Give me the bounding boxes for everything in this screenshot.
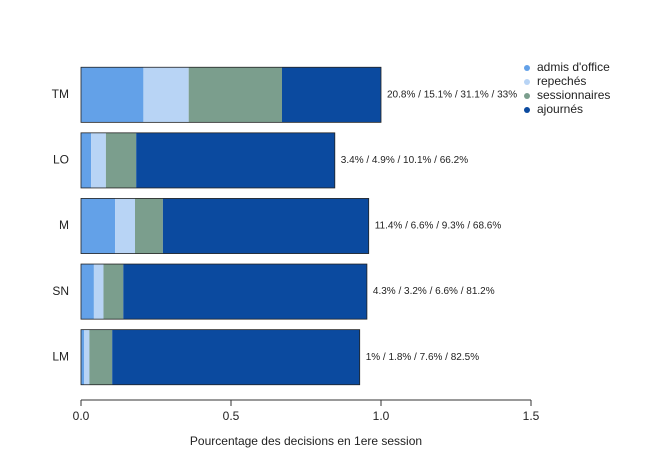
y-tick-label: M bbox=[59, 218, 69, 232]
bar-segment bbox=[103, 264, 124, 320]
bar-label: 11.4% / 6.6% / 9.3% / 68.6% bbox=[375, 221, 502, 232]
bar-segment bbox=[105, 132, 137, 188]
y-tick-label: LO bbox=[53, 153, 69, 167]
bar-segment bbox=[115, 198, 135, 254]
x-axis-label: Pourcentage des decisions en 1ere sessio… bbox=[190, 434, 422, 448]
legend-marker bbox=[524, 93, 530, 99]
bar-segment bbox=[81, 264, 94, 320]
bar-outline bbox=[80, 132, 336, 189]
bar-label: 4.3% / 3.2% / 6.6% / 81.2% bbox=[373, 286, 495, 297]
bar-segment bbox=[81, 329, 84, 385]
legend-marker bbox=[524, 79, 530, 85]
bar-outline bbox=[80, 198, 370, 254]
y-tick-label: SN bbox=[52, 284, 69, 298]
x-tick-label: 0.5 bbox=[223, 409, 240, 423]
bar-outline bbox=[80, 263, 368, 320]
bar-segment bbox=[89, 329, 113, 385]
bar-segment bbox=[81, 198, 116, 254]
bar-label: 20.8% / 15.1% / 31.1% / 33% bbox=[387, 89, 517, 100]
x-tick-label: 1.5 bbox=[523, 409, 540, 423]
bar-segment bbox=[188, 67, 282, 123]
bar-segment bbox=[84, 329, 90, 385]
bar-outline bbox=[80, 66, 382, 123]
bar-segment bbox=[135, 198, 163, 254]
y-tick-label: LM bbox=[52, 349, 69, 363]
bar-segment bbox=[123, 264, 367, 320]
bar-outline bbox=[80, 329, 361, 386]
bar-segment bbox=[143, 67, 189, 123]
legend-label: ajournés bbox=[537, 102, 583, 116]
bar-label: 3.4% / 4.9% / 10.1% / 66.2% bbox=[341, 155, 468, 166]
bar-segment bbox=[91, 132, 106, 188]
bar-segment bbox=[81, 132, 92, 188]
legend-label: admis d'office bbox=[537, 60, 610, 74]
legend-marker bbox=[524, 65, 530, 71]
bar-segment bbox=[93, 264, 104, 320]
bar-segment bbox=[112, 329, 360, 385]
bar-segment bbox=[162, 198, 369, 254]
y-tick-label: TM bbox=[52, 87, 69, 101]
bar-label: 1% / 1.8% / 7.6% / 82.5% bbox=[366, 352, 480, 363]
bar-segment bbox=[81, 67, 144, 123]
x-tick-label: 0.0 bbox=[73, 409, 90, 423]
legend-label: repechés bbox=[537, 74, 586, 88]
legend-label: sessionnaires bbox=[537, 88, 610, 102]
bar-segment bbox=[136, 132, 335, 188]
bar-segment bbox=[282, 67, 381, 123]
x-tick-label: 1.0 bbox=[373, 409, 390, 423]
legend-marker bbox=[524, 107, 530, 113]
